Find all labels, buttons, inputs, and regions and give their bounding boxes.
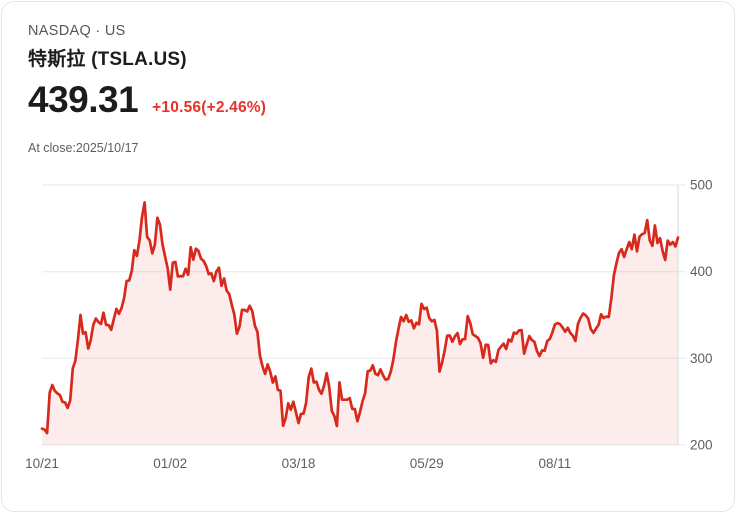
x-axis-tick-label: 08/11	[539, 456, 572, 471]
x-axis-tick-label: 03/18	[282, 456, 316, 471]
y-axis-tick-label: 500	[690, 178, 713, 193]
price-area	[42, 202, 678, 445]
exchange-market-label: NASDAQ · US	[28, 23, 126, 39]
last-price: 439.31	[28, 79, 139, 120]
stock-name: 特斯拉 (TSLA.US)	[28, 49, 187, 70]
price-row: 439.31 +10.56(+2.46%)	[28, 79, 267, 120]
price-change: +10.56(+2.46%)	[152, 99, 267, 116]
y-axis-tick-label: 400	[690, 264, 713, 279]
x-axis-tick-label: 05/29	[410, 456, 444, 471]
y-axis-tick-label: 200	[690, 438, 713, 453]
close-timestamp: At close:2025/10/17	[28, 141, 139, 155]
price-line	[40, 201, 680, 435]
y-axis-tick-label: 300	[690, 351, 713, 366]
x-axis-tick-label: 01/02	[153, 456, 187, 471]
x-axis-tick-label: 10/21	[25, 456, 59, 471]
